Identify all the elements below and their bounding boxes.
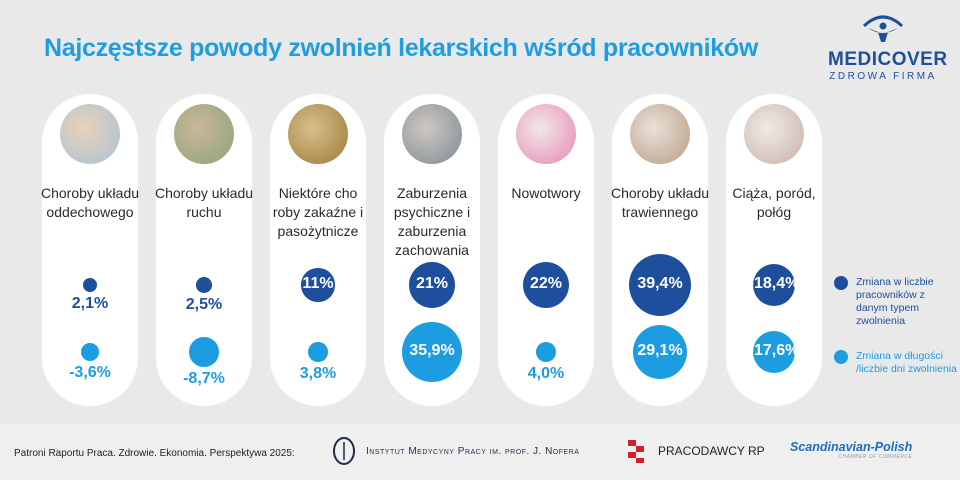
duration-value: -17,6%	[748, 342, 800, 359]
employees-circle	[82, 277, 98, 293]
category-label: Choroby układu ruchu	[154, 185, 254, 220]
category-card: Nowotwory 22% 4,0%	[498, 94, 594, 406]
partner-scandinavian-polish: Scandinavian-Polish CHAMBER OF COMMERCE	[790, 440, 912, 460]
employees-value: 21%	[415, 275, 449, 292]
employees-value: 11%	[302, 275, 334, 292]
duration-circle	[402, 322, 462, 382]
employees-value: 2,1%	[71, 295, 109, 313]
partner-nofer-label: Instytut Medycyny Pracy im. prof. J. Nof…	[366, 445, 580, 457]
duration-circle	[633, 325, 687, 379]
category-label: Nowotwory	[511, 185, 581, 201]
employees-value: 22%	[529, 275, 563, 292]
category-card: Niektóre cho roby zakaźne i pasożytnicze…	[270, 94, 366, 406]
category-card: Ciąża, poród, połóg -18,4% -17,6%	[726, 94, 822, 406]
employees-circle	[301, 268, 335, 302]
employees-value: -18,4%	[748, 275, 800, 292]
partner-pracodawcy-label: PRACODAWCY RP	[658, 444, 765, 458]
medicover-logo-icon	[862, 15, 904, 42]
category-label: Ciąża, poród, połóg	[732, 185, 816, 220]
category-photo	[60, 104, 120, 164]
employees-circle	[628, 253, 692, 317]
legend-dark-dot	[834, 276, 848, 290]
employees-value: 39,4%	[637, 275, 683, 292]
footer-text: Patroni Raportu Praca. Zdrowie. Ekonomia…	[14, 448, 295, 459]
duration-circle	[80, 342, 100, 362]
duration-circle	[536, 342, 556, 362]
category-label: Zaburzenia psychiczne i zaburzenia zacho…	[393, 185, 471, 258]
category-card: Choroby układu oddechowego 2,1% -3,6%	[41, 94, 139, 406]
logo-brand: MEDICOVER	[828, 49, 948, 70]
footer: Patroni Raportu Praca. Zdrowie. Ekonomia…	[0, 424, 960, 480]
partner-scandinavian-sub: CHAMBER OF COMMERCE	[838, 454, 913, 460]
employees-circle	[752, 263, 796, 307]
legend-duration-label: Zmiana w długości /liczbie dni zwolnieni…	[856, 350, 957, 375]
legend-light-dot	[834, 350, 848, 364]
partner-pracodawcy: PRACODAWCY RP	[626, 438, 765, 464]
duration-value: 4,0%	[527, 365, 565, 382]
legend-employees-label: Zmiana w liczbie pracowników z danym typ…	[856, 276, 934, 327]
category-card: Choroby układu trawiennego 39,4% 29,1%	[611, 94, 709, 406]
category-photo	[174, 104, 234, 164]
legend-employees: Zmiana w liczbie pracowników z danym typ…	[834, 276, 956, 328]
duration-circle	[308, 342, 328, 362]
duration-value: -8,7%	[183, 369, 225, 387]
category-photo	[288, 104, 348, 164]
logo-sub: ZDROWA FIRMA	[829, 71, 937, 82]
partner-scandinavian-label: Scandinavian-Polish	[790, 440, 913, 454]
category-photo	[630, 104, 690, 164]
duration-circle	[189, 337, 219, 367]
pracodawcy-logo-icon	[628, 440, 644, 463]
employees-circle	[196, 277, 212, 293]
partner-nofer: Instytut Medycyny Pracy im. prof. J. Nof…	[332, 436, 579, 466]
category-photo	[744, 104, 804, 164]
employees-value: 2,5%	[185, 295, 223, 313]
medicover-logo: MEDICOVER ZDROWA FIRMA	[828, 12, 948, 82]
category-card: Zaburzenia psychiczne i zaburzenia zacho…	[384, 94, 480, 406]
duration-value: 35,9%	[409, 342, 455, 359]
duration-circle	[753, 331, 795, 373]
category-card: Choroby układu ruchu 2,5% -8,7%	[155, 94, 253, 406]
category-photo	[516, 104, 576, 164]
page-title: Najczęstsze powody zwolnień lekarskich w…	[44, 34, 758, 62]
nofer-emblem-icon	[333, 437, 355, 465]
category-label: Niektóre cho roby zakaźne i pasożytnicze	[272, 185, 364, 239]
category-label: Choroby układu oddechowego	[40, 185, 140, 220]
category-label: Choroby układu trawiennego	[610, 185, 710, 220]
category-photo	[402, 104, 462, 164]
duration-value: -3,6%	[69, 364, 111, 382]
employees-circle	[409, 262, 455, 308]
legend-duration: Zmiana w długości /liczbie dni zwolnieni…	[834, 350, 960, 376]
duration-value: 3,8%	[299, 364, 337, 382]
employees-circle	[522, 261, 570, 309]
duration-value: 29,1%	[637, 342, 683, 359]
